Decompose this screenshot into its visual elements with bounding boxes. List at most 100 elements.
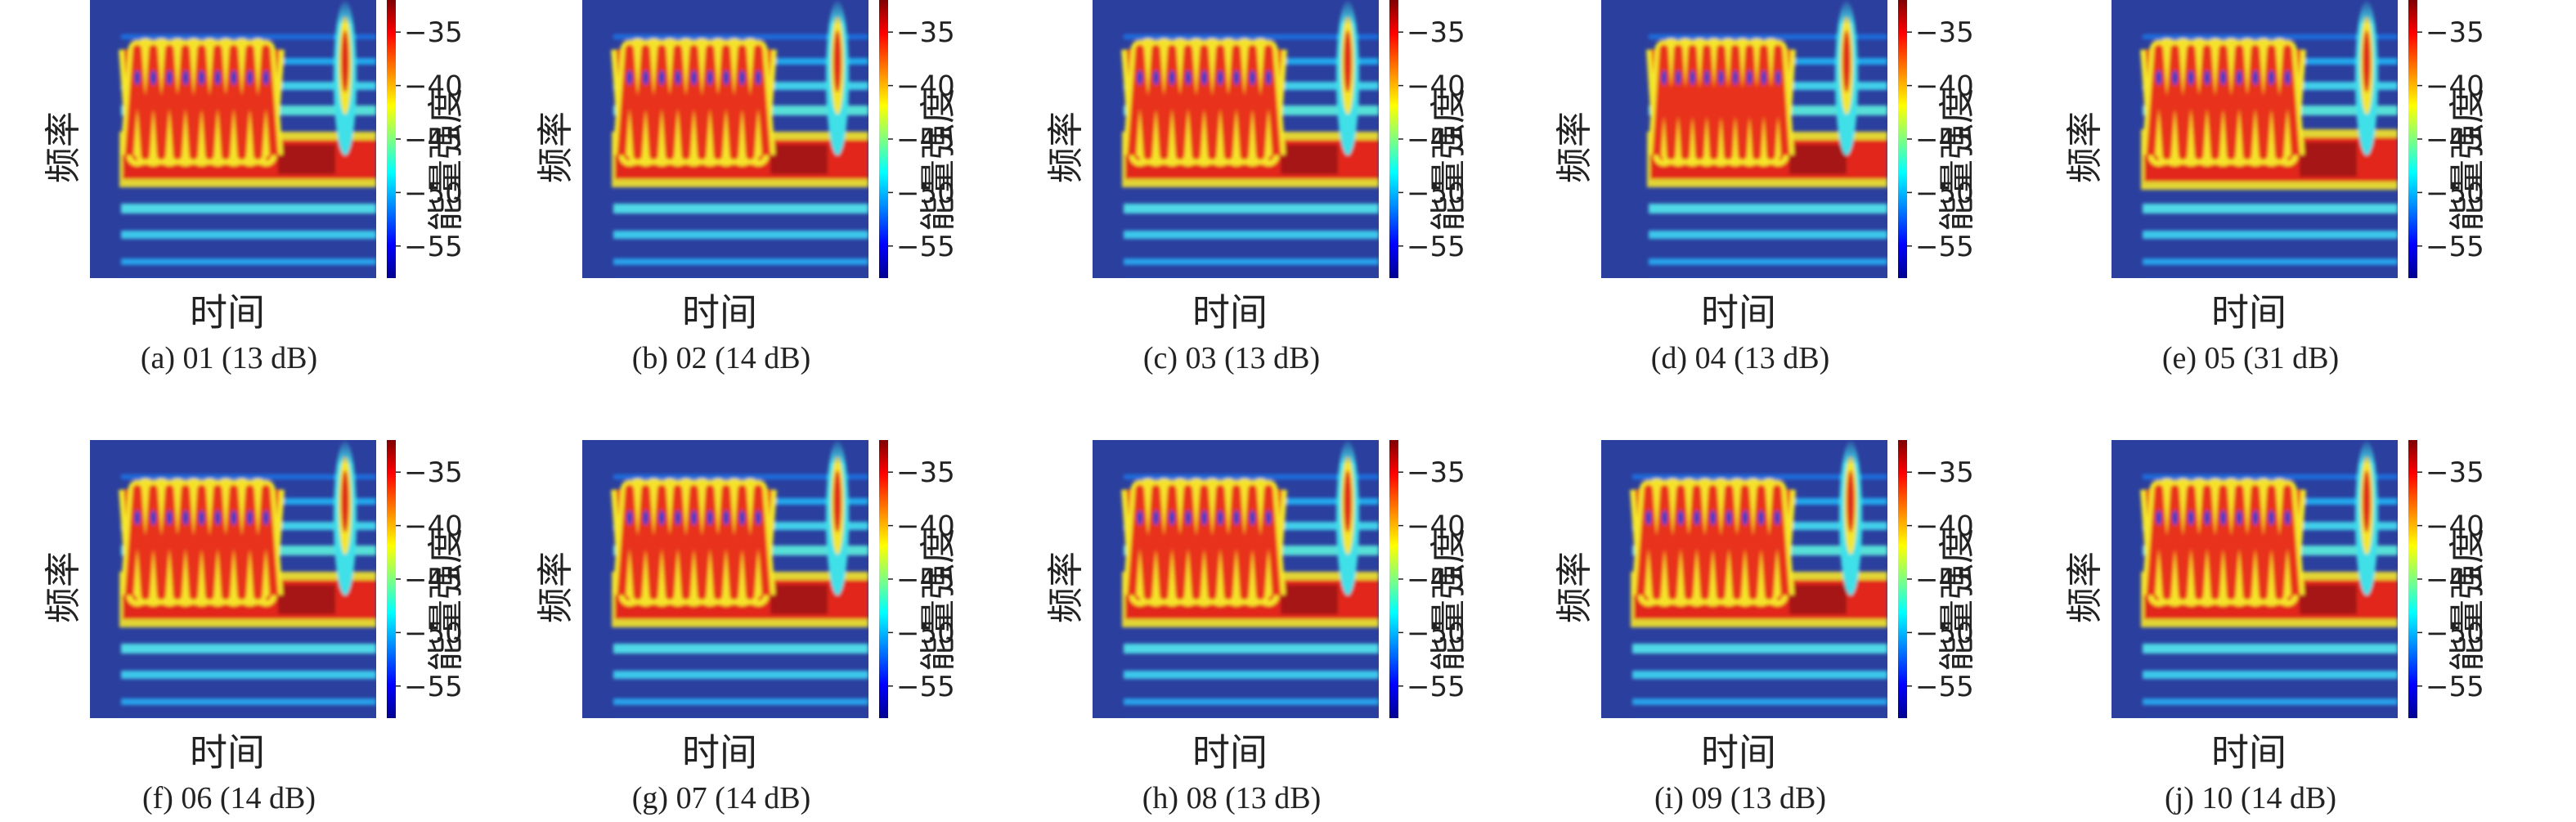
colorbar-tick-label: −45 [2426,124,2484,156]
frequency-band [613,671,868,679]
burst-core [341,30,349,92]
heatmap [582,0,868,285]
oscillation-gap [1137,70,1143,85]
oscillation-gap [1265,70,1272,85]
oscillation-gap [263,70,269,85]
colorbar-tick-label: −55 [896,671,955,703]
oscillation-gap [755,510,761,525]
oscillation-gap [658,70,665,85]
oscillation-gap [675,70,681,85]
colorbar-tick-label: −35 [896,16,955,49]
panel-caption: (a) 01 (13 dB) [141,341,317,375]
colorbar-tick-label: −45 [1407,124,1465,156]
top-fade [90,0,376,25]
oscillation-gap [2219,510,2227,525]
oscillation-gap [1645,510,1652,525]
heatmap [1093,440,1379,725]
frequency-band [1124,720,1379,725]
colorbar-tick-label: −45 [404,564,463,596]
colorbar-tick-label: −40 [2426,70,2484,103]
oscillation-gap [182,70,189,85]
colorbar-tick-label: −40 [404,70,463,103]
oscillation-gap [1185,70,1192,85]
colorbar-tick-label: −35 [1915,456,1974,489]
oscillation-gap [723,70,729,85]
oscillation-gap [246,70,254,85]
frequency-band [613,280,868,285]
colorbar-tick-label: −40 [404,510,463,543]
frequency-band [121,671,376,679]
panel-caption: (e) 05 (31 dB) [2162,341,2339,375]
colorbar-tick-label: −45 [896,564,955,596]
oscillation-gap [1249,510,1256,525]
colorbar-label: 能量强度 [1428,88,1470,231]
burst-core [341,470,349,532]
oscillation-gap [182,510,189,525]
frequency-band [613,720,868,725]
oscillation-gap [166,70,173,85]
colorbar-tick-label: −50 [1407,617,1465,649]
frequency-band [1632,671,1887,679]
colorbar-tick-label: −55 [1407,231,1465,263]
frequency-band [121,698,376,705]
oscillation-gap [2204,70,2210,85]
chirp-trace [1127,484,1281,600]
chirp-trace [2146,484,2300,600]
energy-band-core [278,585,335,614]
oscillation-gap [707,70,713,85]
colorbar-tick-label: −55 [2426,231,2484,263]
frequency-band [613,34,868,39]
heatmap [1601,440,1887,718]
y-axis-label: 频率 [1554,111,1595,183]
oscillation-gap [658,510,665,525]
oscillation-gap [2188,510,2194,525]
oscillation-gap [1703,70,1710,85]
colorbar-tick-label: −55 [1915,231,1974,263]
chirp-trace [124,44,279,160]
oscillation-gap [2236,510,2242,525]
colorbar-tick-label: −35 [1407,16,1465,49]
colorbar-tick-label: −45 [1407,564,1465,596]
oscillation-gap [246,510,254,525]
oscillation-gap [707,510,713,525]
panel-caption: (c) 03 (13 dB) [1143,341,1320,375]
panel-caption: (b) 02 (14 dB) [632,341,810,375]
colorbar-label: 能量强度 [918,88,959,231]
oscillation-gap [1676,70,1681,85]
energy-band-core [1789,585,1847,614]
colorbar-tick-label: −40 [2426,510,2484,543]
colorbar [2408,0,2417,278]
x-axis-label: 时间 [190,290,265,335]
oscillation-gap [2268,510,2275,525]
energy-band-core [2300,585,2357,614]
colorbar-tick-label: −35 [404,456,463,489]
chirp-trace [617,484,771,600]
frequency-band [1649,258,1887,265]
colorbar-tick-label: −35 [404,16,463,49]
panel-caption: (d) 04 (13 dB) [1651,341,1829,375]
oscillation-gap [642,70,649,85]
energy-band-core [2300,142,2357,177]
oscillation-gap [2252,70,2259,85]
oscillation-gap [738,70,746,85]
frequency-band [613,204,868,213]
oscillation-gap [2156,510,2162,525]
x-axis-label: 时间 [1192,290,1268,335]
x-axis-label: 时间 [1701,290,1776,335]
oscillation-gap [2219,70,2227,85]
frequency-band [121,280,376,285]
y-axis-label: 频率 [1045,551,1087,623]
frequency-band [121,204,376,213]
frequency-band [1632,698,1887,705]
oscillation-gap [690,70,698,85]
oscillation-gap [1775,70,1781,85]
top-fade [1093,0,1379,25]
x-axis-label: 时间 [190,730,265,775]
colorbar [879,0,888,278]
oscillation-gap [626,70,633,85]
frequency-band [2143,698,2398,705]
